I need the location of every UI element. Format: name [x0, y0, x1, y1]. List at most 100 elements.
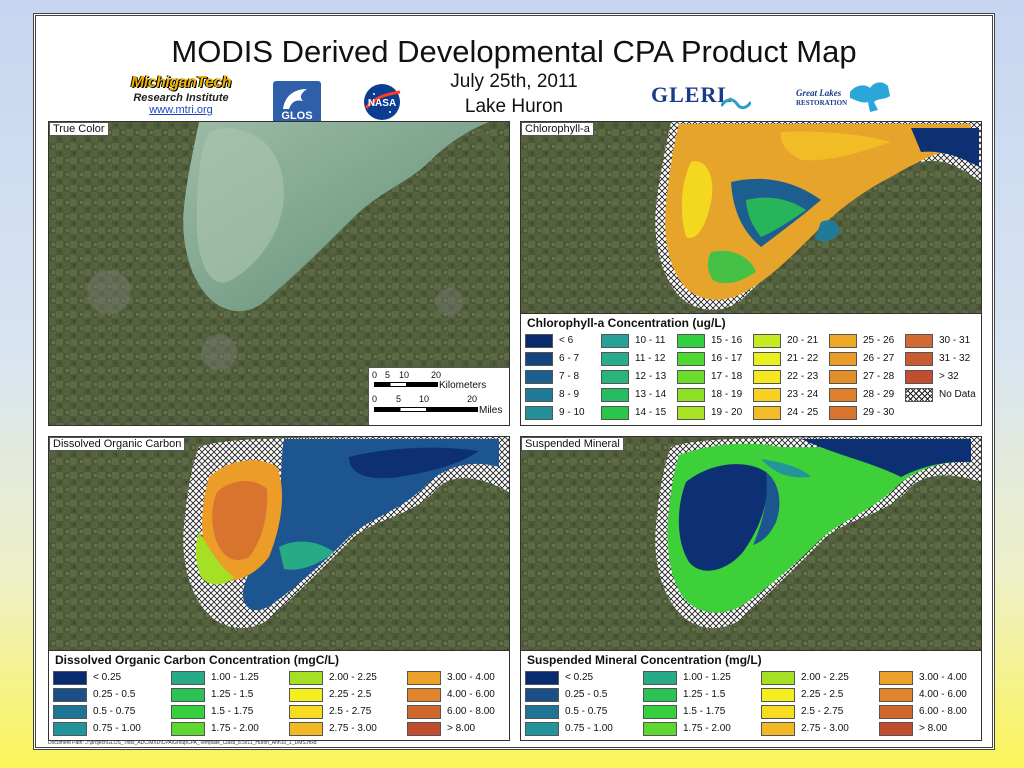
legend-label: 18 - 19	[711, 389, 743, 400]
legend-label: 1.5 - 1.75	[683, 706, 726, 717]
nasa-meatball-icon: NASA	[364, 84, 401, 120]
glos-bird-icon	[283, 89, 307, 109]
legend-label: 3.00 - 4.00	[919, 672, 967, 683]
legend-swatch	[525, 671, 559, 685]
legend-label: 2.25 - 2.5	[329, 689, 372, 700]
legend-label: No Data	[939, 389, 976, 400]
glerl-logo-text: GLERL	[651, 82, 734, 107]
legend-swatch	[761, 722, 795, 736]
legend-label: > 8.00	[447, 723, 476, 734]
legend-label: 2.75 - 3.00	[801, 723, 849, 734]
legend-label: 29 - 30	[863, 407, 895, 418]
legend-swatch	[525, 705, 559, 719]
legend-label: 26 - 27	[863, 353, 895, 364]
mtri-url-link[interactable]: www.mtri.org	[149, 104, 213, 116]
panel-label: Chlorophyll-a	[521, 122, 594, 136]
legend-label: > 8.00	[919, 723, 948, 734]
legend-swatch	[905, 388, 933, 402]
sm-legend: Suspended Mineral Concentration (mg/L) <…	[521, 650, 981, 740]
doc-legend: Dissolved Organic Carbon Concentration (…	[49, 650, 509, 740]
glr-logo-line2: RESTORATION	[796, 99, 848, 107]
legend-label: 2.00 - 2.25	[329, 672, 377, 683]
legend-swatch	[601, 388, 629, 402]
legend-swatch	[761, 688, 795, 702]
map-sheet: MODIS Derived Developmental CPA Product …	[33, 13, 995, 750]
legend-swatch	[761, 705, 795, 719]
legend-label: 27 - 28	[863, 371, 895, 382]
legend-swatch	[601, 352, 629, 366]
legend-swatch	[53, 705, 87, 719]
legend-label: < 0.25	[565, 672, 594, 683]
legend-label: 4.00 - 6.00	[447, 689, 495, 700]
legend-swatch	[289, 688, 323, 702]
legend-swatch	[407, 722, 441, 736]
legend-label: 7 - 8	[559, 371, 580, 382]
legend-label: 6.00 - 8.00	[447, 706, 495, 717]
legend-swatch	[407, 688, 441, 702]
legend-label: 22 - 23	[787, 371, 819, 382]
legend-label: 4.00 - 6.00	[919, 689, 967, 700]
legend-swatch	[407, 705, 441, 719]
legend-label: 0.75 - 1.00	[93, 723, 141, 734]
legend-label: 30 - 31	[939, 335, 971, 346]
legend-label: 19 - 20	[711, 407, 743, 418]
legend-label: < 0.25	[93, 672, 122, 683]
legend-label: 25 - 26	[863, 335, 895, 346]
legend-swatch	[171, 671, 205, 685]
legend-swatch	[677, 370, 705, 384]
legend-swatch	[753, 352, 781, 366]
document-path: Document Path: J:\project\GLOS_Tribs_ADC…	[48, 740, 317, 746]
legend-swatch	[879, 705, 913, 719]
chlorophyll-panel: Chlorophyll-a Chlorophyll-a Concentratio…	[520, 121, 982, 426]
map-date: July 25th, 2011	[450, 71, 578, 92]
legend-label: 2.00 - 2.25	[801, 672, 849, 683]
legend-label: 0.5 - 0.75	[93, 706, 136, 717]
panel-label: Dissolved Organic Carbon	[49, 437, 186, 451]
legend-swatch	[905, 370, 933, 384]
legend-swatch	[879, 722, 913, 736]
glerl-logo: GLERL	[651, 82, 755, 118]
legend-label: 24 - 25	[787, 407, 819, 418]
legend-swatch	[53, 671, 87, 685]
legend-swatch	[753, 406, 781, 420]
legend-title: Suspended Mineral Concentration (mg/L)	[527, 653, 762, 667]
great-lakes-icon	[850, 82, 890, 112]
legend-label: 13 - 14	[635, 389, 667, 400]
glerl-wave-icon	[721, 98, 751, 110]
legend-swatch	[753, 334, 781, 348]
km-scale-bar	[374, 382, 438, 387]
km-tick: 20	[431, 370, 442, 380]
legend-swatch	[829, 406, 857, 420]
mi-unit: Miles	[479, 405, 503, 416]
panel-label: Suspended Mineral	[521, 437, 624, 451]
glos-logo: GLOS	[273, 81, 321, 124]
legend-swatch	[643, 705, 677, 719]
legend-swatch	[829, 388, 857, 402]
legend-swatch	[753, 370, 781, 384]
legend-swatch	[761, 671, 795, 685]
legend-label: 1.25 - 1.5	[211, 689, 254, 700]
legend-label: 3.00 - 4.00	[447, 672, 495, 683]
legend-label: 1.75 - 2.00	[211, 723, 259, 734]
legend-label: 1.75 - 2.00	[683, 723, 731, 734]
mi-tick: 20	[467, 394, 478, 404]
true-color-panel: True Color 0 5 10 20 Kilometers 0 5 10 2…	[48, 121, 510, 426]
great-lakes-restoration-logo: Great Lakes RESTORATION	[796, 78, 896, 118]
legend-swatch	[53, 688, 87, 702]
legend-label: 23 - 24	[787, 389, 819, 400]
doc-panel: Dissolved Organic Carbon Dissolved Organ…	[48, 436, 510, 741]
legend-swatch	[407, 671, 441, 685]
legend-swatch	[525, 406, 553, 420]
legend-label: 2.5 - 2.75	[801, 706, 844, 717]
legend-label: 2.5 - 2.75	[329, 706, 372, 717]
legend-swatch	[171, 688, 205, 702]
legend-title: Chlorophyll-a Concentration (ug/L)	[527, 316, 726, 330]
legend-label: 12 - 13	[635, 371, 667, 382]
mi-tick: 5	[396, 394, 402, 404]
mtri-logo-subtitle: Research Institute	[133, 92, 229, 104]
legend-swatch	[905, 352, 933, 366]
map-subtitle: July 25th, 2011 Lake Huron	[36, 69, 992, 119]
legend-swatch	[677, 406, 705, 420]
legend-label: 6.00 - 8.00	[919, 706, 967, 717]
nasa-logo-text: NASA	[368, 98, 396, 109]
